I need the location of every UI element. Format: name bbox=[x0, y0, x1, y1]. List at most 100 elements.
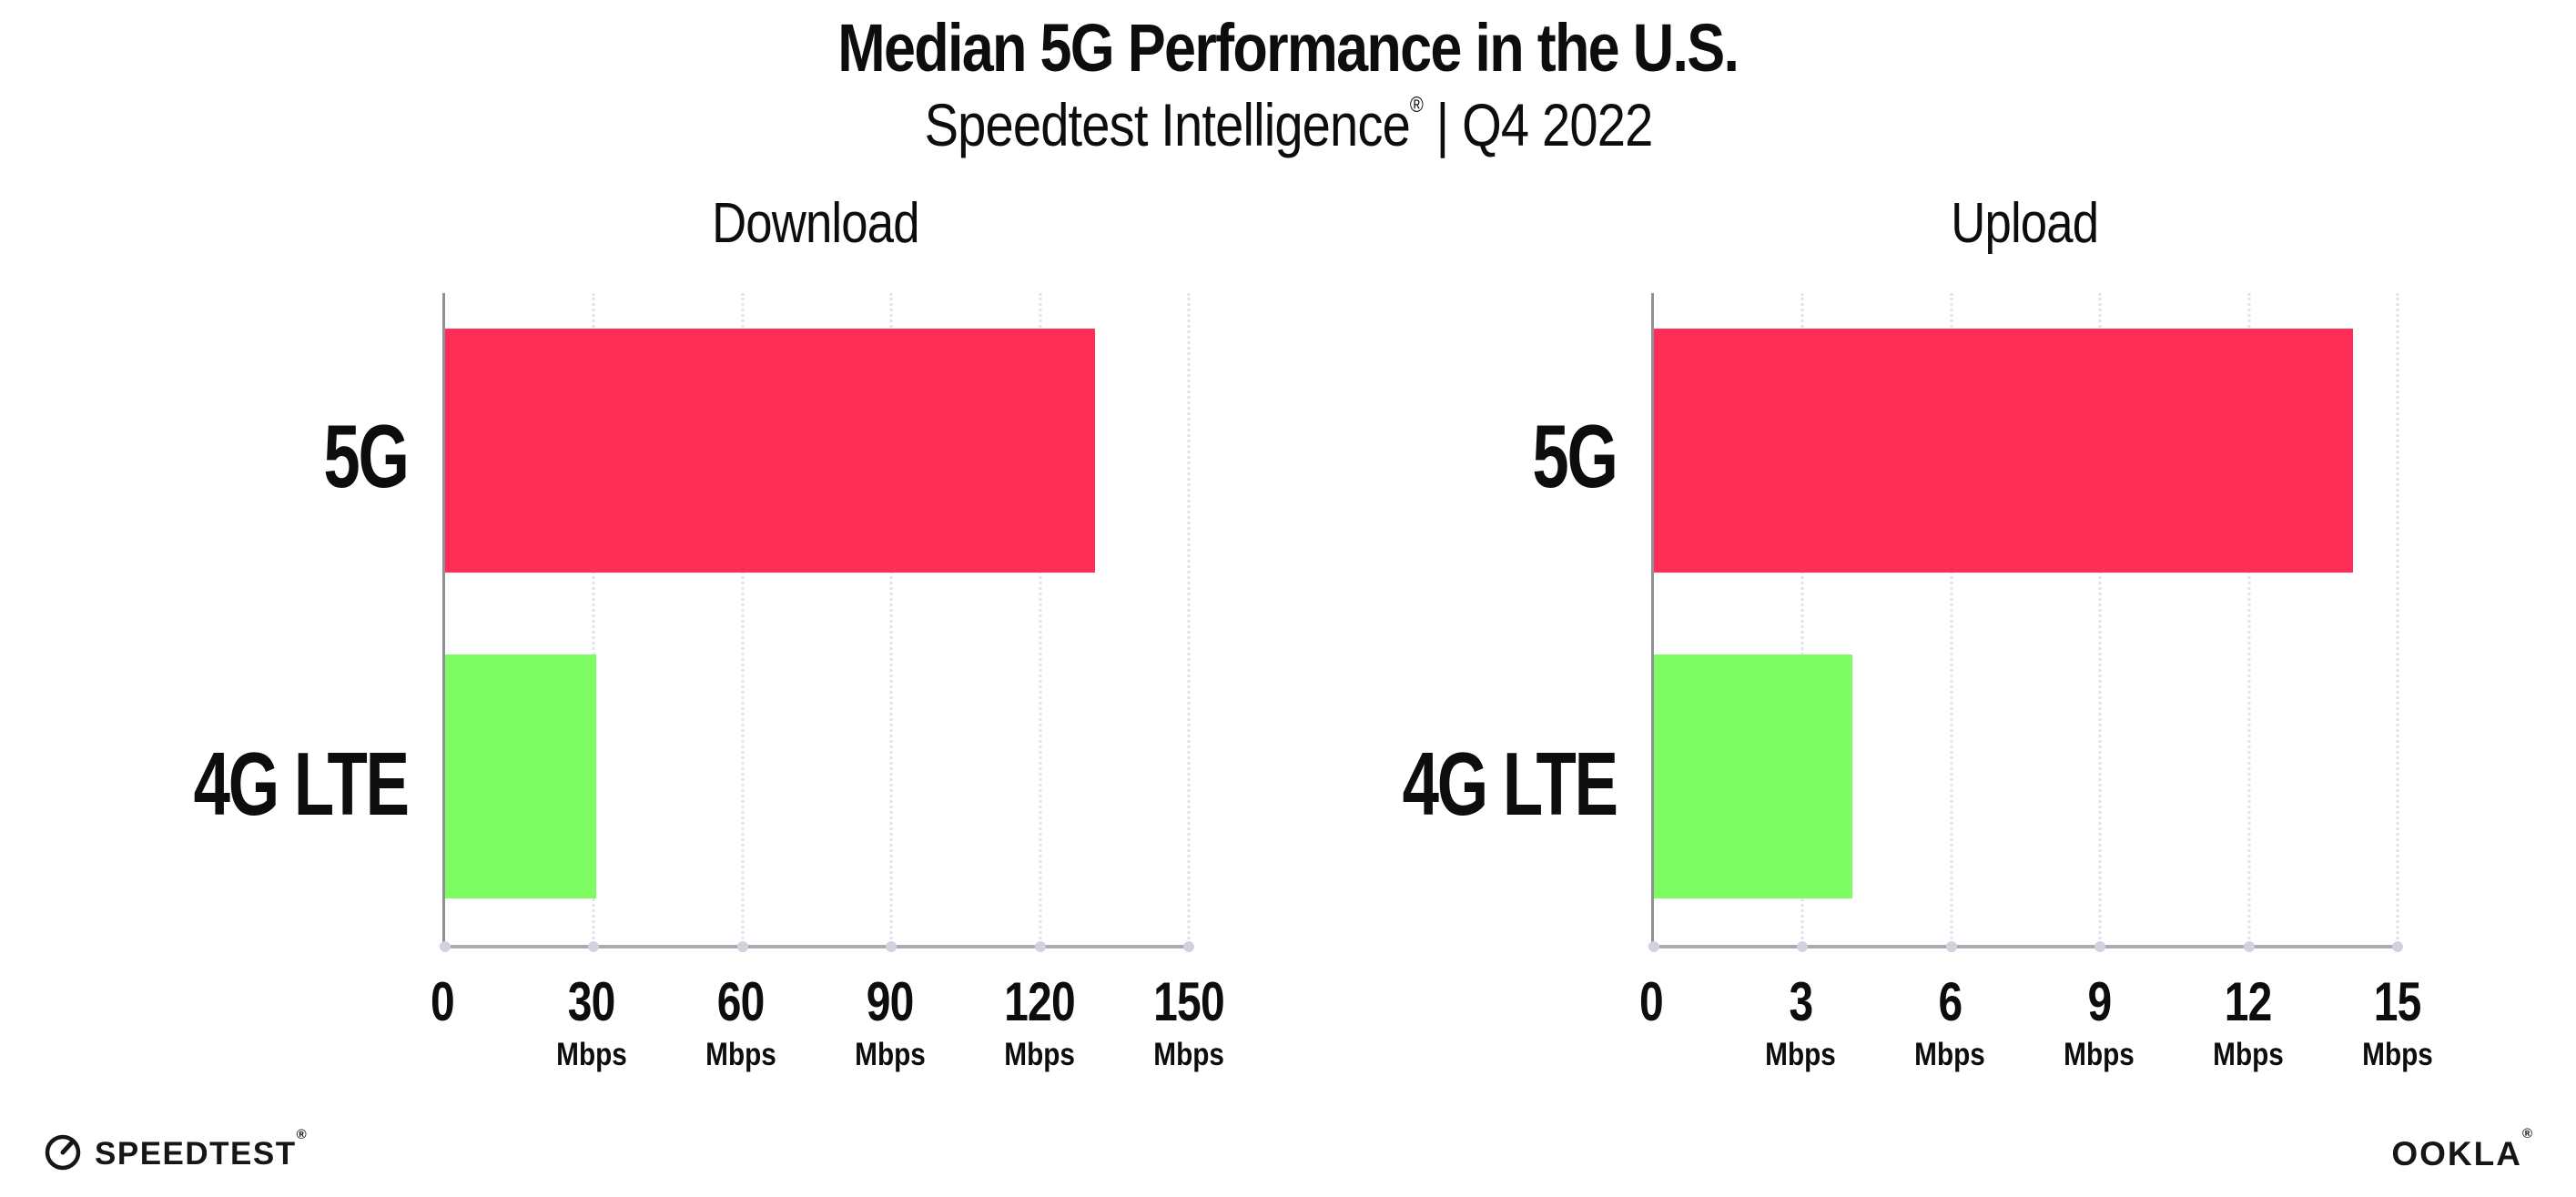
gridline bbox=[2247, 292, 2251, 945]
x-tick-unit: Mbps bbox=[1765, 1036, 1836, 1072]
x-tick-12: 12 Mbps bbox=[2206, 970, 2289, 1073]
speedtest-logo: SPEEDTEST® bbox=[42, 1126, 309, 1177]
x-tick-unit: Mbps bbox=[2064, 1036, 2135, 1072]
speedtest-gauge-icon bbox=[42, 1131, 84, 1177]
x-tick-value: 150 bbox=[1153, 970, 1224, 1032]
page-title-text: Median 5G Performance in the U.S. bbox=[837, 10, 1739, 86]
subtitle-brand: Speedtest Intelligence bbox=[924, 90, 1410, 158]
x-tick-unit: Mbps bbox=[2362, 1036, 2433, 1072]
x-tick-unit: Mbps bbox=[2213, 1036, 2284, 1072]
y-label-5g: 5G bbox=[178, 293, 442, 621]
registered-mark: ® bbox=[296, 1126, 309, 1142]
gridline bbox=[2396, 292, 2399, 945]
ookla-logo: OOKLA® bbox=[2391, 1125, 2534, 1173]
bar-track-4g-lte bbox=[445, 619, 1189, 945]
x-tick-60: 60 Mbps bbox=[699, 970, 782, 1073]
category-label-4g-lte: 4G LTE bbox=[193, 734, 410, 835]
gridline bbox=[1800, 292, 1804, 945]
download-chart-title: Download bbox=[712, 191, 919, 255]
ookla-logo-text: OOKLA® bbox=[2391, 1125, 2534, 1172]
x-tick-0: 0 bbox=[1637, 970, 1666, 1033]
upload-chart-title: Upload bbox=[1951, 191, 2099, 255]
speedtest-logo-text: SPEEDTEST® bbox=[95, 1126, 309, 1172]
axis-tick-dot bbox=[2392, 940, 2403, 952]
header: Median 5G Performance in the U.S. Speedt… bbox=[0, 0, 2576, 160]
x-tick-value: 90 bbox=[867, 970, 915, 1032]
x-tick-value: 9 bbox=[2087, 970, 2112, 1032]
download-chart-title-row: Download bbox=[442, 191, 1189, 257]
x-tick-150: 150 Mbps bbox=[1144, 970, 1232, 1073]
x-tick-value: 60 bbox=[717, 970, 766, 1032]
category-label-5g: 5G bbox=[1532, 406, 1619, 507]
gridline bbox=[1187, 292, 1191, 945]
upload-chart: Upload 5G 4G LTE bbox=[1387, 191, 2433, 1098]
y-label-4g-lte: 4G LTE bbox=[178, 621, 442, 948]
gridline bbox=[592, 292, 595, 945]
x-tick-value: 0 bbox=[431, 970, 455, 1032]
axis-tick-dot bbox=[588, 940, 600, 952]
bar-5g-download bbox=[445, 328, 1095, 573]
axis-tick-dot bbox=[440, 940, 451, 952]
x-tick-unit: Mbps bbox=[1914, 1036, 1985, 1072]
x-tick-unit: Mbps bbox=[855, 1036, 926, 1072]
upload-y-axis-labels: 5G 4G LTE bbox=[1387, 293, 1651, 948]
gridline bbox=[2098, 292, 2102, 945]
bar-4g-lte-download bbox=[445, 654, 596, 899]
category-label-4g-lte: 4G LTE bbox=[1402, 734, 1618, 835]
upload-plot-area bbox=[1648, 292, 2403, 952]
y-label-4g-lte: 4G LTE bbox=[1387, 621, 1651, 948]
gridline bbox=[889, 292, 893, 945]
axis-tick-dot bbox=[1034, 940, 1046, 952]
y-label-5g: 5G bbox=[1387, 293, 1651, 621]
x-tick-value: 0 bbox=[1639, 970, 1664, 1032]
bar-track-5g bbox=[1654, 293, 2398, 619]
x-tick-value: 30 bbox=[568, 970, 616, 1032]
x-tick-15: 15 Mbps bbox=[2356, 970, 2439, 1073]
axis-tick-dot bbox=[1945, 940, 1957, 952]
download-plot-area bbox=[440, 292, 1194, 952]
registered-mark: ® bbox=[1409, 93, 1423, 118]
x-tick-value: 12 bbox=[2225, 970, 2273, 1032]
axis-tick-dot bbox=[886, 940, 898, 952]
bar-4g-lte-upload bbox=[1654, 654, 1852, 899]
registered-mark: ® bbox=[2521, 1125, 2534, 1141]
x-tick-120: 120 Mbps bbox=[995, 970, 1083, 1073]
x-tick-unit: Mbps bbox=[1004, 1036, 1075, 1072]
download-x-axis: 0 30 Mbps 60 Mbps 90 Mbps 120 Mbps 150 M… bbox=[431, 970, 1225, 1098]
x-tick-0: 0 bbox=[428, 970, 457, 1033]
download-chart: Download 5G 4G LTE bbox=[178, 191, 1225, 1098]
x-tick-6: 6 Mbps bbox=[1908, 970, 1991, 1073]
x-tick-unit: Mbps bbox=[1153, 1036, 1224, 1072]
x-tick-unit: Mbps bbox=[705, 1036, 776, 1072]
axis-tick-dot bbox=[2243, 940, 2255, 952]
x-tick-unit: Mbps bbox=[556, 1036, 627, 1072]
x-tick-value: 15 bbox=[2374, 970, 2422, 1032]
charts-row: Download 5G 4G LTE bbox=[0, 191, 2576, 1098]
x-tick-9: 9 Mbps bbox=[2057, 970, 2140, 1073]
x-tick-value: 120 bbox=[1004, 970, 1075, 1032]
bar-track-5g bbox=[445, 293, 1189, 619]
download-plot-row: 5G 4G LTE bbox=[178, 292, 1194, 952]
gridline bbox=[1950, 292, 1953, 945]
x-tick-value: 6 bbox=[1938, 970, 1962, 1032]
axis-tick-dot bbox=[2094, 940, 2106, 952]
x-tick-30: 30 Mbps bbox=[550, 970, 633, 1073]
page-title: Median 5G Performance in the U.S. bbox=[0, 13, 2576, 84]
subtitle-period: | Q4 2022 bbox=[1422, 90, 1653, 158]
gridline bbox=[741, 292, 745, 945]
axis-tick-dot bbox=[1648, 940, 1659, 952]
axis-tick-dot bbox=[1183, 940, 1194, 952]
upload-plot-row: 5G 4G LTE bbox=[1387, 292, 2403, 952]
x-tick-90: 90 Mbps bbox=[848, 970, 931, 1073]
axis-tick-dot bbox=[736, 940, 748, 952]
footer: SPEEDTEST® OOKLA® bbox=[42, 1125, 2534, 1177]
x-tick-3: 3 Mbps bbox=[1759, 970, 1841, 1073]
upload-chart-title-row: Upload bbox=[1651, 191, 2398, 257]
x-tick-value: 3 bbox=[1789, 970, 1813, 1032]
bar-5g-upload bbox=[1654, 328, 2353, 573]
download-y-axis-labels: 5G 4G LTE bbox=[178, 293, 442, 948]
page-subtitle: Speedtest Intelligence® | Q4 2022 bbox=[0, 91, 2576, 160]
gridline bbox=[1039, 292, 1042, 945]
upload-x-axis: 0 3 Mbps 6 Mbps 9 Mbps 12 Mbps 15 Mbps bbox=[1639, 970, 2433, 1098]
axis-tick-dot bbox=[1797, 940, 1809, 952]
